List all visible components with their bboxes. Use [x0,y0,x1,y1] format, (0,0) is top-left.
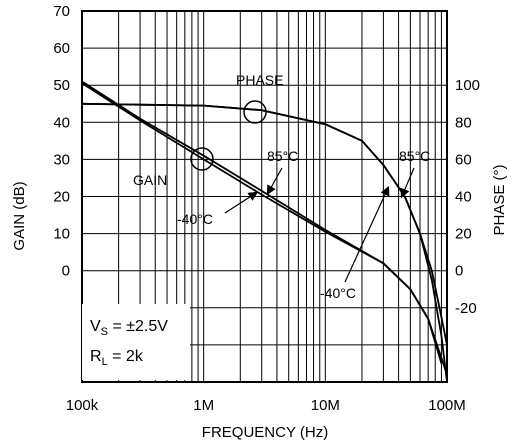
phase-curve-3 [81,102,448,346]
arrow-85c-phase [400,167,415,199]
y-axis-left-label: GAIN (dB) [11,181,28,250]
y-axis-right-label: PHASE (°) [491,164,508,235]
arrow-neg40c-phase [344,185,390,283]
annotation-85c-gain: 85°C [267,148,298,164]
annotation-85c-phase: 85°C [399,148,430,164]
y-left-tick-label: 60 [53,40,70,57]
conditions-box [82,304,190,380]
y-right-tick-label: 100 [455,77,480,94]
y-right-tick-label: -20 [455,300,477,317]
tick-labels: 100k 1M 10M 100M 0 10 20 30 40 50 60 70 -20 0 20 40 60 80… [53,3,480,414]
gain-curve-1 [81,82,448,375]
x-tick-label: 1M [193,397,214,414]
gain-marker-circle [190,147,214,171]
x-tick-label: 100M [428,397,466,414]
y-right-tick-label: 60 [455,151,472,168]
x-tick-label: 10M [311,397,340,414]
y-left-tick-label: 20 [53,189,70,206]
y-right-tick-label: 80 [455,114,472,131]
y-right-tick-label: 0 [455,263,463,280]
annotation-phase: PHASE [236,72,283,88]
y-right-tick-label: 20 [455,226,472,243]
y-right-tick-label: 40 [455,189,472,206]
y-left-tick-label: 40 [53,114,70,131]
y-left-tick-label: 70 [53,3,70,20]
annotation-neg40c-phase: -40°C [320,285,356,301]
series-group [81,80,448,383]
plot-frame [81,10,448,383]
x-tick-label: 100k [66,397,99,414]
y-left-tick-label: 0 [62,263,70,280]
annotation-neg40c-gain: -40°C [177,211,213,227]
arrow-neg40c-gain [224,191,259,214]
grid [82,11,447,382]
y-left-tick-label: 50 [53,77,70,94]
condition-vs: VS = ±2.5V [90,318,168,338]
annotation-gain: GAIN [133,172,167,188]
arrow-85c-gain [266,167,283,196]
condition-rl: RL = 2k [90,348,144,368]
y-left-tick-label: 30 [53,151,70,168]
y-left-tick-label: 10 [53,226,70,243]
x-axis-label: FREQUENCY (Hz) [202,424,328,441]
phase-marker-circle [243,100,267,124]
